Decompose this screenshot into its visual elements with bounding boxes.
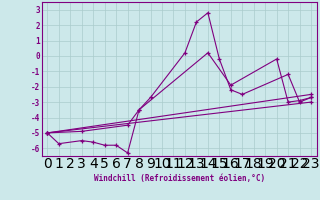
X-axis label: Windchill (Refroidissement éolien,°C): Windchill (Refroidissement éolien,°C) — [94, 174, 265, 183]
